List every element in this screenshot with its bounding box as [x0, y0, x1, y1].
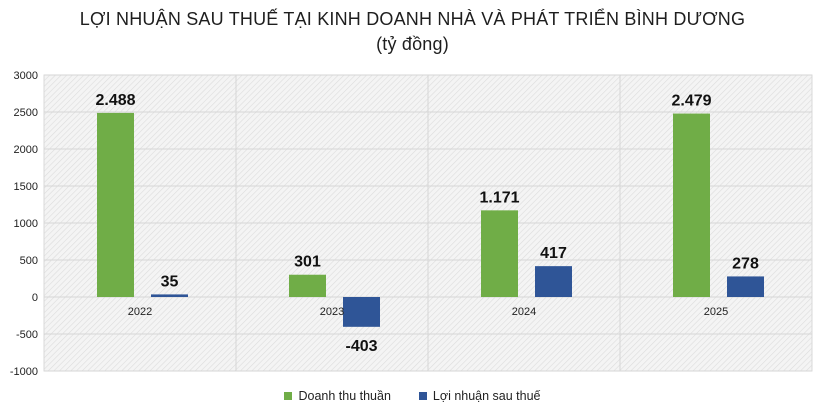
y-tick-label: 1500	[14, 181, 38, 193]
legend-item-profit: Lợi nhuận sau thuế	[418, 389, 541, 403]
bar-revenue	[289, 274, 326, 297]
bar-revenue	[97, 112, 134, 297]
data-label: 1.171	[479, 189, 519, 206]
y-tick-label: 1000	[14, 218, 38, 230]
bar-revenue	[481, 210, 518, 297]
y-tick-label: 500	[20, 255, 38, 267]
y-tick-label: 2000	[14, 144, 38, 156]
chart-subtitle: (tỷ đồng)	[376, 34, 449, 54]
bar-profit	[727, 276, 764, 297]
data-label: 2.479	[671, 93, 711, 110]
data-label: -403	[345, 338, 377, 355]
data-label: 35	[161, 273, 179, 290]
legend-swatch-profit	[418, 392, 427, 400]
y-tick-label: 2500	[14, 107, 38, 119]
x-tick-label: 2022	[128, 306, 152, 318]
legend-swatch-revenue	[284, 392, 293, 400]
legend-label-revenue: Doanh thu thuần	[298, 389, 391, 403]
y-tick-label: -1000	[10, 366, 38, 378]
data-label: 278	[732, 255, 759, 272]
legend: Doanh thu thuần Lợi nhuận sau thuế	[0, 389, 825, 403]
chart-title: LỢI NHUẬN SAU THUẾ TẠI KINH DOANH NHÀ VÀ…	[79, 9, 746, 29]
y-tick-label: 3000	[14, 70, 38, 82]
y-tick-label: -500	[16, 329, 38, 341]
data-label: 417	[540, 245, 567, 262]
bar-revenue	[673, 113, 710, 297]
x-tick-label: 2025	[704, 306, 728, 318]
bar-profit	[151, 294, 188, 297]
x-tick-label: 2024	[512, 306, 536, 318]
data-label: 2.488	[95, 92, 135, 109]
data-label: 301	[294, 254, 321, 271]
y-tick-label: 0	[32, 292, 38, 304]
x-tick-label: 2023	[320, 306, 344, 318]
legend-label-profit: Lợi nhuận sau thuế	[432, 389, 541, 403]
bar-profit	[535, 266, 572, 297]
bar-profit	[343, 297, 380, 327]
legend-item-revenue: Doanh thu thuần	[284, 389, 391, 403]
